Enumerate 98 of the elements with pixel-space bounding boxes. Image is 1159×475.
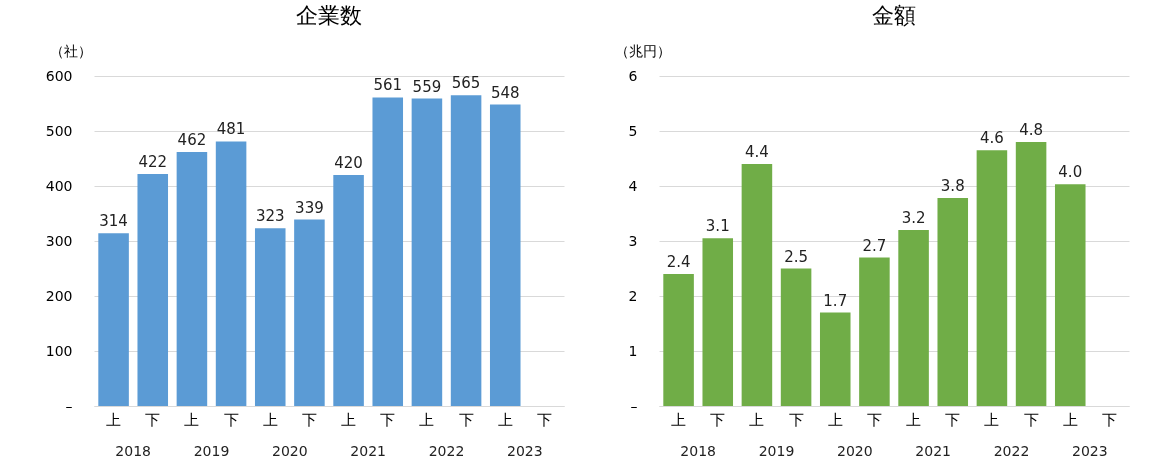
x-tick-label: 下 [223, 410, 239, 429]
text: 2021 [915, 443, 951, 459]
text: 2022 [993, 443, 1030, 459]
data-label: 481 [216, 120, 246, 139]
y-tick-label: 6 [628, 67, 638, 84]
y-tick-label: 600 [45, 67, 73, 84]
data-label: 561 [373, 76, 403, 95]
text: 2018 [680, 443, 716, 459]
x-tick-label: 下 [788, 410, 804, 429]
x-tick-label: 上 [749, 410, 765, 429]
data-label: 420 [334, 154, 363, 172]
chart-title: 金額 [872, 3, 916, 28]
y-tick-label: 5 [628, 122, 638, 139]
bar [294, 219, 325, 406]
text: 2018 [115, 443, 151, 459]
bar [663, 274, 694, 406]
data-label: 4.8 [1019, 121, 1044, 139]
bar [702, 238, 734, 406]
data-label: 3.8 [940, 177, 965, 196]
y-tick-label: 3 [628, 232, 638, 249]
data-label: 462 [177, 130, 207, 149]
x-tick-label: 上 [906, 410, 922, 429]
data-label: 565 [451, 74, 481, 93]
x-tick-label: 上 [497, 410, 513, 429]
data-label: 4.4 [744, 143, 769, 161]
text: 2021 [350, 443, 386, 459]
y-tick-label: – [630, 397, 638, 414]
y-tick-label: 4 [628, 177, 638, 194]
bar [819, 312, 851, 406]
x-tick-label: 上 [184, 410, 200, 429]
y-axis-title: （兆円） [614, 42, 671, 59]
x-tick-label: 上 [671, 410, 687, 429]
y-tick-label: 200 [45, 287, 73, 304]
text: 2020 [272, 443, 308, 459]
bar [450, 95, 482, 406]
data-label: 1.7 [823, 291, 848, 310]
x-tick-label: 上 [262, 410, 278, 429]
text: 2022 [428, 443, 465, 459]
y-tick-label: 1 [628, 342, 638, 359]
text: 2019 [193, 443, 230, 459]
y-axis-title: （社） [49, 42, 92, 59]
data-label: 559 [412, 77, 442, 96]
x-tick-label: 下 [710, 410, 726, 429]
x-tick-label: 下 [945, 410, 961, 429]
y-tick-label: 300 [45, 232, 73, 249]
x-tick-label: 上 [419, 410, 435, 429]
data-label: 422 [138, 152, 168, 171]
bar [215, 141, 247, 406]
x-tick-label: 下 [458, 410, 474, 429]
data-label: 3.1 [705, 217, 730, 236]
bar [741, 164, 773, 406]
x-tick-label: 上 [106, 410, 122, 429]
y-tick-label: – [65, 397, 73, 414]
bar [1015, 142, 1047, 406]
data-label: 3.2 [901, 209, 926, 227]
bar [780, 268, 812, 406]
bar [898, 230, 929, 406]
data-label: 548 [490, 83, 520, 102]
x-tick-label: 上 [341, 410, 357, 429]
x-tick-label: 下 [145, 410, 161, 429]
data-label: 2.7 [862, 236, 887, 255]
x-tick-label: 上 [984, 410, 1000, 429]
y-tick-label: 2 [628, 287, 638, 304]
data-label: 4.0 [1058, 163, 1083, 182]
bar [333, 175, 364, 406]
data-label: 4.6 [979, 129, 1004, 148]
data-label: 339 [295, 198, 324, 217]
data-label: 314 [99, 212, 128, 231]
x-tick-label: 下 [380, 410, 396, 429]
y-tick-label: 500 [45, 122, 73, 139]
bar [254, 228, 286, 406]
x-tick-label: 下 [866, 410, 882, 429]
bar [411, 98, 443, 406]
text: 2020 [837, 443, 873, 459]
text: 2023 [507, 443, 543, 459]
bar [859, 257, 890, 406]
bar [98, 233, 129, 406]
x-tick-label: 下 [301, 410, 317, 429]
bar [489, 104, 521, 406]
bar [137, 173, 169, 406]
bar [372, 97, 404, 406]
bar [937, 198, 969, 406]
text: 2019 [758, 443, 795, 459]
data-label: 2.4 [666, 253, 691, 271]
bar [176, 151, 208, 406]
x-tick-label: 下 [1023, 410, 1039, 429]
chart-title: 企業数 [296, 3, 362, 28]
x-tick-label: 上 [827, 410, 843, 429]
x-tick-label: 下 [536, 410, 552, 429]
data-label: 2.5 [784, 247, 809, 266]
y-tick-label: 400 [45, 177, 73, 194]
y-tick-label: 100 [45, 342, 73, 359]
text: 2023 [1072, 443, 1108, 459]
x-tick-label: 下 [1101, 410, 1117, 429]
x-tick-label: 上 [1062, 410, 1078, 429]
data-label: 323 [255, 207, 285, 226]
bar [1054, 184, 1086, 406]
bar [976, 150, 1008, 406]
